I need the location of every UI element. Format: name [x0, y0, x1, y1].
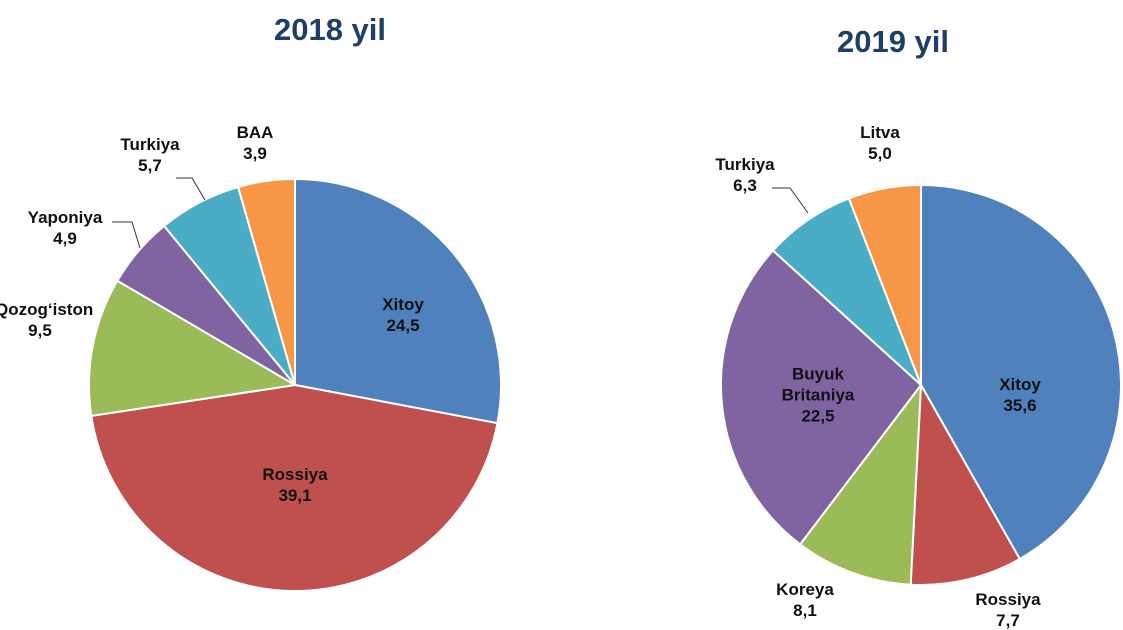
slice-category: Xitoy — [382, 295, 424, 314]
slice-value: 35,6 — [1003, 396, 1037, 415]
slice-value: 9,5 — [28, 321, 52, 340]
slice-label: Turkiya 6,3 — [695, 154, 795, 196]
slice-label: Turkiya 5,7 — [100, 134, 200, 176]
pie-slice — [88, 279, 298, 418]
slice-value: 22,5 — [801, 406, 835, 426]
slice-value: 5,0 — [868, 144, 892, 163]
pie-slice — [90, 383, 499, 592]
leader-line — [772, 187, 809, 214]
slice-label: Xitoy 24,5 — [348, 294, 458, 336]
slice-category: BAA — [236, 123, 274, 142]
slice-value: 5,7 — [138, 156, 162, 175]
slice-category: Buyuk Britaniya — [781, 364, 855, 405]
leader-line — [176, 177, 206, 201]
slice-label: Rossiya 7,7 — [953, 589, 1063, 630]
slice-value: 6,3 — [733, 176, 757, 195]
slice-category: Yaponiya — [27, 208, 103, 227]
slice-category: Qozog‘iston — [0, 300, 94, 319]
leader-line — [112, 221, 141, 249]
pie-slice — [236, 177, 296, 386]
slice-category: Rossiya — [262, 465, 328, 484]
pie-slice — [909, 381, 1022, 586]
slice-label: Buyuk Britaniya 22,5 — [763, 364, 873, 427]
chart-title: 2018 yil — [273, 12, 387, 47]
slice-category: Turkiya — [715, 155, 775, 174]
slice-value: 8,1 — [793, 601, 817, 620]
slice-category: Xitoy — [999, 375, 1041, 394]
slice-category: Turkiya — [120, 135, 180, 154]
slice-value: 24,5 — [386, 316, 420, 335]
pie-slice — [798, 381, 923, 586]
pie-slice — [847, 183, 922, 386]
pie-slice — [720, 249, 923, 546]
chart-title: 2019 yil — [836, 24, 950, 59]
slice-label: BAA 3,9 — [205, 122, 305, 164]
slice-label: Litva 5,0 — [830, 122, 930, 164]
slice-value: 4,9 — [53, 229, 77, 248]
slice-value: 39,1 — [278, 486, 312, 505]
pie-slice — [294, 177, 502, 425]
slice-label: Yaponiya 4,9 — [15, 207, 115, 249]
slice-label: Qozog‘iston 9,5 — [0, 299, 94, 341]
slice-category: Koreya — [776, 580, 834, 599]
slice-category: Litva — [860, 123, 900, 142]
slice-value: 3,9 — [243, 144, 267, 163]
slice-label: Koreya 8,1 — [755, 579, 855, 621]
slice-label: Rossiya 39,1 — [240, 464, 350, 506]
slice-category: Rossiya — [975, 590, 1041, 609]
slice-label: Xitoy 35,6 — [965, 374, 1075, 416]
slice-value: 7,7 — [996, 611, 1020, 630]
pie-slice — [920, 183, 1122, 561]
